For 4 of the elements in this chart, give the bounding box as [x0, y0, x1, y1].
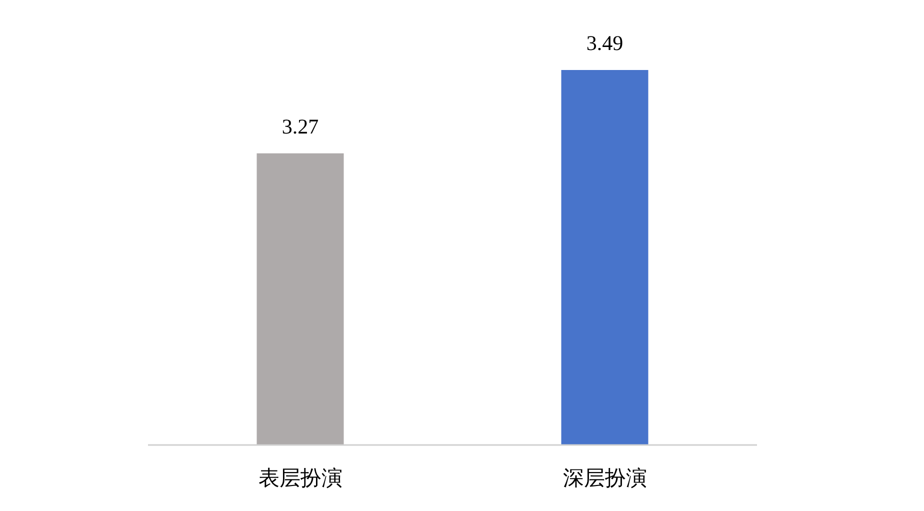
x-tick-label: 表层扮演: [258, 466, 342, 490]
data-label: 3.49: [586, 31, 624, 55]
x-tick-label: 深层扮演: [562, 466, 647, 490]
data-label: 3.27: [282, 114, 319, 138]
